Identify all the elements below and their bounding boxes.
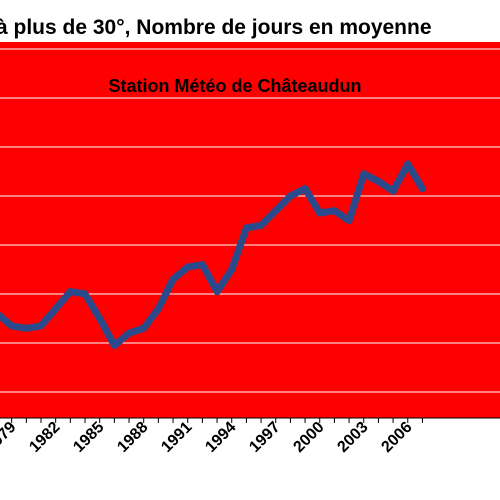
- data-point: [37, 322, 45, 330]
- data-point: [0, 311, 1, 316]
- data-point: [316, 209, 324, 217]
- x-tick-label: 1979: [0, 419, 20, 456]
- data-point: [257, 221, 265, 229]
- data-point: [389, 187, 397, 195]
- data-point: [8, 322, 16, 330]
- x-tick-label: 2000: [290, 419, 327, 456]
- x-tick-label: 1997: [246, 419, 283, 456]
- x-tick-label: 1985: [70, 419, 107, 456]
- data-point: [22, 324, 30, 332]
- x-tick-label: 2006: [378, 419, 415, 456]
- series-line: [0, 160, 426, 349]
- x-axis-ticks: 1979 1982 1985 1988 1991 1994 1997 2000 2003 2006: [0, 418, 423, 456]
- data-point: [110, 341, 118, 349]
- data-point: [198, 261, 206, 269]
- data-point: [140, 324, 148, 332]
- data-point: [213, 288, 221, 296]
- chart: Station Météo de Châteaudun 1979 1982 1985…: [0, 42, 500, 456]
- x-tick-label: 1994: [202, 419, 239, 456]
- data-point: [330, 207, 338, 215]
- data-point: [169, 275, 177, 283]
- data-point: [286, 192, 294, 200]
- data-point: [125, 329, 133, 337]
- x-tick-label: 1988: [114, 419, 151, 456]
- data-point: [228, 266, 236, 273]
- data-point: [404, 160, 412, 168]
- data-point: [345, 217, 353, 224]
- data-point: [81, 290, 89, 298]
- data-point: [242, 224, 250, 232]
- data-point: [52, 305, 60, 313]
- x-tick-label: 2003: [334, 419, 371, 456]
- data-point: [272, 207, 280, 215]
- chart-title: à plus de 30°, Nombre de jours en moyenn…: [0, 16, 432, 39]
- data-point: [96, 315, 104, 322]
- x-tick-label: 1991: [158, 419, 195, 456]
- data-point: [301, 185, 309, 193]
- chart-subtitle: Station Météo de Châteaudun: [108, 76, 361, 96]
- data-points: [0, 160, 426, 349]
- data-point: [154, 305, 162, 313]
- data-point: [418, 185, 426, 193]
- data-point: [66, 288, 74, 296]
- x-tick-label: 1982: [26, 419, 63, 456]
- data-point: [360, 170, 368, 178]
- data-point: [374, 177, 382, 185]
- data-point: [184, 263, 192, 271]
